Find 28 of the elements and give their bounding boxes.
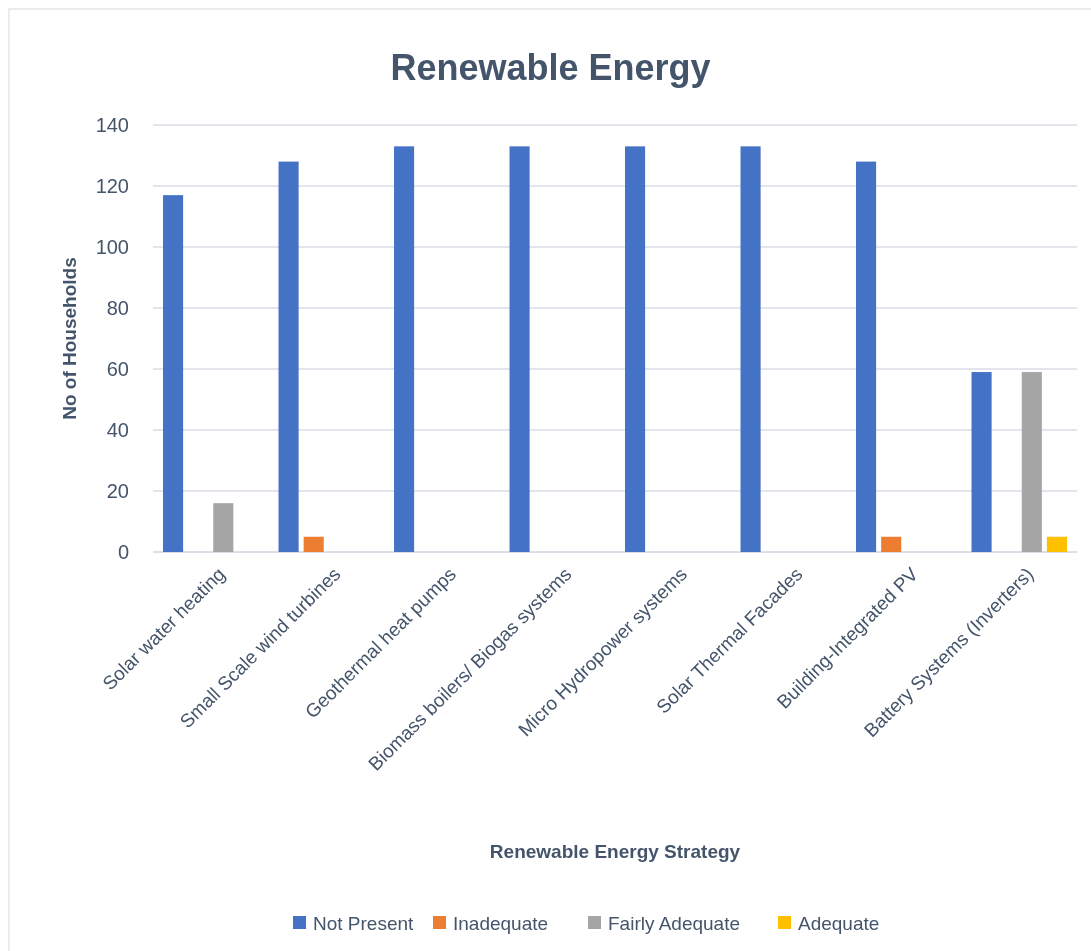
bar [856, 161, 877, 552]
y-tick-label: 120 [95, 175, 129, 197]
y-tick-label: 20 [106, 480, 129, 502]
bar [163, 195, 184, 552]
legend-label: Not Present [313, 912, 415, 934]
bar [881, 536, 902, 552]
y-tick-label: 80 [106, 297, 129, 319]
legend-label: Inadequate [453, 912, 549, 934]
chart-title: Renewable Energy [390, 47, 711, 88]
bar [394, 146, 415, 552]
bar [303, 536, 324, 552]
x-axis-title: Renewable Energy Strategy [489, 841, 741, 862]
y-tick-label: 140 [95, 114, 129, 136]
bar [1021, 372, 1042, 552]
bar [1046, 536, 1067, 552]
legend-label: Adequate [798, 912, 880, 934]
legend-label: Fairly Adequate [608, 912, 741, 934]
bar [625, 146, 646, 552]
y-tick-label: 60 [106, 358, 129, 380]
y-tick-label: 100 [95, 236, 129, 258]
bar [213, 503, 234, 552]
y-tick-label: 0 [117, 541, 129, 563]
bar [971, 372, 992, 552]
y-axis-title: No of Households [59, 257, 80, 420]
bar [509, 146, 530, 552]
y-tick-label: 40 [106, 419, 129, 441]
bar [740, 146, 761, 552]
bar [278, 161, 299, 552]
